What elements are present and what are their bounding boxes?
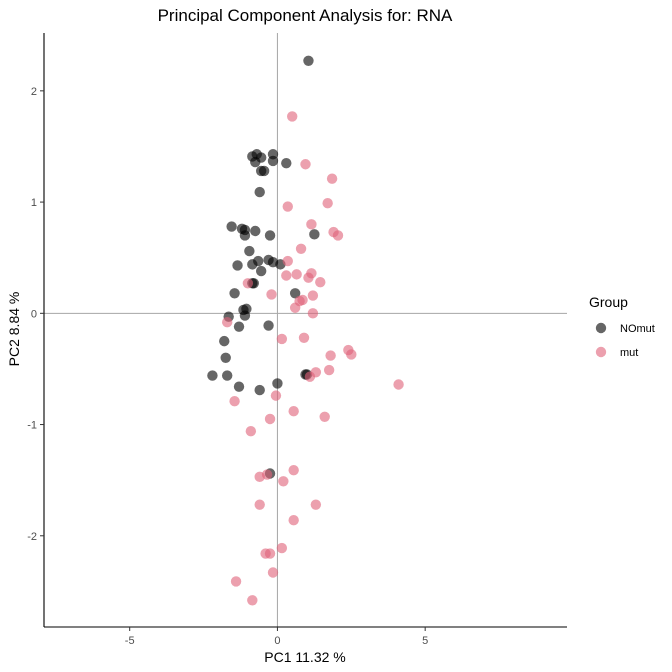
data-point-mut: [323, 364, 335, 376]
data-point-mut: [393, 379, 404, 390]
data-point-mut: [242, 278, 254, 289]
data-point-nomut: [232, 260, 243, 271]
data-point-mut: [306, 219, 317, 230]
data-point-mut: [276, 542, 288, 554]
data-point-nomut: [272, 378, 283, 389]
data-point-mut: [254, 499, 265, 510]
data-point-mut: [270, 390, 282, 401]
data-point-mut: [266, 289, 277, 300]
data-point-mut: [221, 317, 233, 328]
data-point-nomut: [255, 265, 267, 277]
data-point-mut: [291, 269, 302, 280]
data-point-nomut: [239, 310, 251, 321]
data-point-mut: [229, 395, 240, 407]
x-axis-title: PC1 11.32 %: [264, 649, 345, 665]
plot-area: -5 0 5 2 1 0 -1 -2: [27, 33, 567, 647]
data-point-nomut: [233, 381, 245, 392]
data-point-nomut: [220, 352, 231, 364]
data-point-mut: [230, 576, 242, 587]
data-point-mut: [278, 476, 289, 487]
data-point-nomut: [229, 288, 240, 299]
data-point-mut: [325, 350, 336, 361]
data-point-nomut: [250, 156, 261, 168]
legend-label-nomut: NOmut: [620, 323, 655, 335]
legend-key-mut: [595, 346, 607, 358]
data-point-nomut: [289, 288, 301, 299]
data-point-mut: [304, 371, 316, 382]
data-point-nomut: [221, 370, 233, 381]
data-point-nomut: [233, 321, 245, 332]
data-point-nomut: [263, 320, 274, 331]
data-point-nomut: [207, 370, 218, 381]
data-point-mut: [281, 270, 292, 281]
data-point-nomut: [258, 165, 270, 177]
chart-title: Principal Component Analysis for: RNA: [158, 6, 453, 25]
y-tick-label: 0: [31, 308, 37, 320]
y-tick-label: -2: [27, 531, 37, 543]
data-point-mut: [245, 426, 257, 437]
y-axis-title: PC2 8.84 %: [6, 292, 22, 367]
data-point-nomut: [264, 230, 276, 241]
data-point-nomut: [303, 55, 314, 67]
data-point-mut: [247, 595, 258, 606]
data-point-mut: [264, 413, 276, 425]
legend-key-nomut: [595, 322, 607, 334]
data-point-nomut: [254, 186, 265, 198]
data-point-mut: [282, 255, 293, 267]
data-point-mut: [303, 272, 314, 283]
data-point-nomut: [226, 221, 237, 232]
data-point-mut: [288, 515, 299, 526]
x-tick-label: 5: [422, 635, 428, 647]
data-point-nomut: [281, 157, 292, 169]
data-point-mut: [346, 349, 357, 360]
data-point-mut: [282, 201, 293, 212]
data-point-mut: [322, 197, 333, 209]
data-point-nomut: [219, 335, 230, 347]
data-point-mut: [289, 302, 301, 313]
data-point-mut: [288, 406, 299, 417]
y-tick-label: -1: [27, 420, 37, 432]
data-point-mut: [288, 464, 299, 476]
data-point-mut: [315, 276, 326, 288]
data-point-mut: [287, 111, 298, 122]
data-point-mut: [332, 230, 344, 241]
data-point-mut: [276, 333, 288, 345]
data-point-nomut: [239, 230, 251, 241]
data-point-nomut: [309, 229, 320, 240]
data-point-mut: [295, 243, 307, 254]
x-tick-label: 0: [274, 635, 280, 647]
data-point-nomut: [254, 384, 265, 396]
legend-label-mut: mut: [620, 347, 638, 359]
legend: Group NOmut mut: [589, 294, 655, 359]
data-point-nomut: [267, 155, 279, 167]
data-point-nomut: [250, 225, 261, 237]
data-point-mut: [254, 471, 265, 483]
legend-title: Group: [589, 294, 628, 310]
data-point-nomut: [253, 255, 264, 267]
y-tick-label: 2: [31, 86, 37, 98]
data-point-mut: [298, 332, 310, 343]
data-point-nomut: [244, 245, 255, 257]
data-point-mut: [319, 411, 330, 422]
data-point-mut: [307, 308, 319, 319]
x-tick-label: -5: [125, 635, 135, 647]
data-point-mut: [326, 173, 338, 184]
data-point-mut: [264, 548, 276, 559]
data-point-mut: [307, 290, 319, 301]
data-point-mut: [300, 159, 311, 170]
data-point-mut: [267, 567, 279, 578]
y-tick-label: 1: [31, 197, 37, 209]
data-point-mut: [310, 499, 322, 510]
